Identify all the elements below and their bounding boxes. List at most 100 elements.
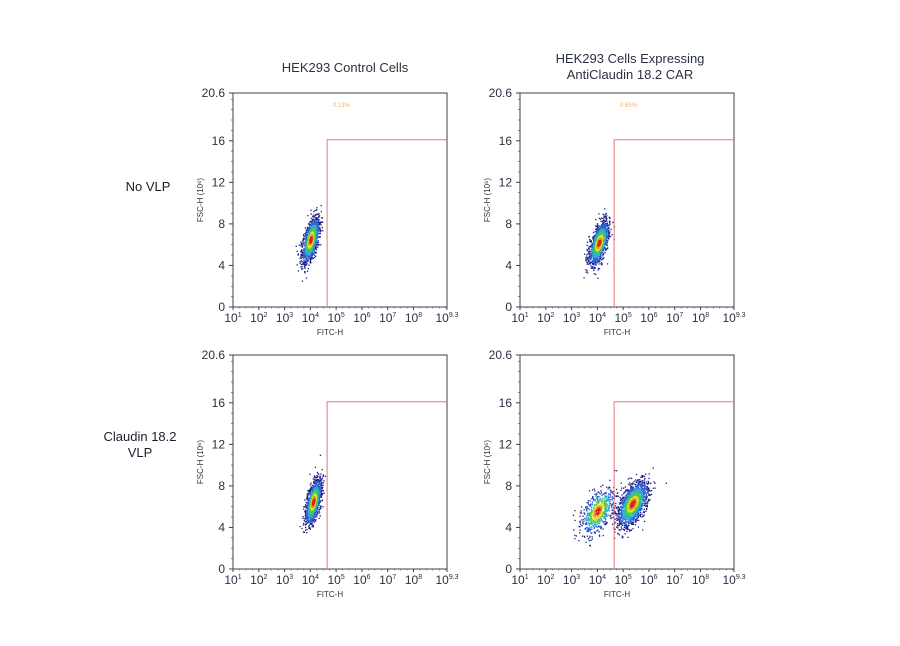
event-dot [603,222,605,224]
event-dot [300,254,302,256]
event-dot [579,532,581,534]
event-dot [606,228,608,230]
event-dot [608,237,610,239]
event-dot [586,263,588,265]
event-dot [611,523,614,525]
event-dot [315,223,317,225]
event-dot [322,482,324,484]
event-dot [587,529,589,531]
event-dot [586,256,588,259]
event-dot [589,500,591,502]
event-dot [587,272,589,274]
event-dot [306,497,308,499]
event-dot [592,497,594,499]
event-dot [296,264,298,266]
event-dot [596,521,598,524]
event-dot [607,238,609,240]
event-dot [305,277,308,279]
event-dot [313,485,315,487]
event-dot [305,517,307,519]
event-dot [588,504,590,506]
event-dot [310,495,312,497]
event-dot [611,512,613,514]
event-dot [601,499,603,501]
event-dot [604,500,606,503]
event-dot [585,269,587,271]
event-dot [609,489,612,492]
event-dot [305,235,307,237]
event-dot [600,225,603,227]
event-dot [305,264,307,266]
event-dot [320,481,322,483]
event-dot [579,515,581,517]
event-dot [585,541,587,543]
event-dot [608,500,610,503]
event-dot [591,521,593,523]
event-dot [586,241,589,243]
event-dot [595,225,597,227]
event-dot [608,496,610,498]
event-dot [592,525,595,527]
event-dot [314,209,316,212]
column-title-control: HEK293 Control Cells [282,60,409,75]
event-dot [307,230,309,232]
event-dot [592,236,594,239]
event-dot [600,235,602,237]
event-dot [322,230,324,232]
event-dot [597,520,599,522]
event-dot [316,241,319,244]
event-dot [608,238,610,240]
event-dot [611,234,613,236]
event-dot [306,260,309,262]
event-dot [595,273,597,276]
event-dot [312,257,314,259]
event-dot [611,496,613,498]
event-dot [614,469,616,472]
event-dot [314,252,316,254]
event-dot [573,529,575,531]
row-label-vlp-line2: VLP [128,445,153,460]
event-dot [310,262,312,264]
event-dot [321,500,323,502]
event-dot [315,246,317,248]
event-dot [308,231,310,233]
event-dot [313,509,315,511]
event-dot [309,250,311,252]
event-dot [603,226,605,228]
event-dot [604,520,607,522]
event-dot [606,225,609,227]
event-dot [313,482,315,484]
event-dot [309,497,311,499]
event-dot [310,492,312,495]
event-dot [317,213,319,216]
event-dot [321,477,323,479]
event-dot [609,504,611,507]
event-dot [591,506,593,508]
event-dot [318,224,320,226]
event-dot [601,501,603,503]
event-dot [579,512,582,514]
plot-frame [232,92,448,308]
event-dot [307,223,310,225]
event-dot [311,526,313,528]
event-dot [605,491,607,493]
event-dot [315,234,318,237]
event-dot [600,499,602,501]
event-dot [593,235,595,237]
event-dot [604,221,606,223]
event-dot [305,245,307,248]
event-dot [319,485,321,487]
event-dot [321,217,324,219]
event-dot [587,504,590,506]
event-dot [593,273,596,275]
event-dot [307,490,309,492]
event-dot [309,489,311,491]
event-dot [319,475,321,477]
event-dot [594,503,596,506]
event-dot [312,500,314,502]
event-dot [301,266,303,268]
event-dot [305,510,307,512]
event-dot [315,485,317,488]
event-dot [311,521,313,523]
event-dot [304,254,306,256]
